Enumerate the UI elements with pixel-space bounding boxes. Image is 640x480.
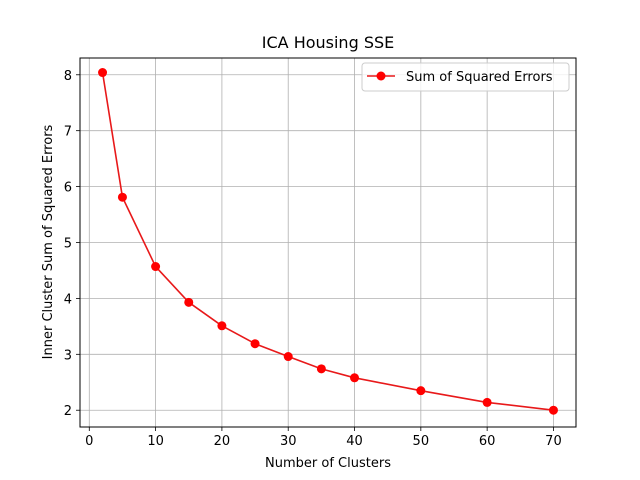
x-tick-label: 50 <box>413 434 430 449</box>
x-tick-label: 20 <box>214 434 231 449</box>
data-point <box>217 321 227 331</box>
y-tick-label: 2 <box>64 404 72 419</box>
plot-area <box>79 57 577 428</box>
legend-marker-swatch <box>376 71 386 81</box>
x-axis-label: Number of Clusters <box>265 456 391 471</box>
x-tick-label: 70 <box>545 434 562 449</box>
legend-entry-label: Sum of Squared Errors <box>406 70 553 85</box>
x-tick-label: 10 <box>147 434 164 449</box>
x-tick-label: 30 <box>280 434 297 449</box>
chart-title: ICA Housing SSE <box>262 33 394 52</box>
series-line <box>101 72 554 412</box>
x-tick-label: 60 <box>479 434 496 449</box>
y-axis: 2 3 4 5 6 7 8 <box>64 69 80 419</box>
y-tick-label: 7 <box>64 125 72 140</box>
grid-lines <box>80 58 576 427</box>
data-point <box>184 297 194 307</box>
data-point <box>98 68 108 78</box>
series-layer <box>98 68 558 415</box>
data-point <box>250 339 260 349</box>
x-axis: 0 10 20 30 40 50 60 70 <box>85 427 562 449</box>
legend: Sum of Squared Errors <box>361 62 570 92</box>
data-point <box>283 352 293 362</box>
data-point <box>548 405 558 415</box>
y-tick-label: 4 <box>64 292 72 307</box>
data-point <box>416 386 426 396</box>
legend-box <box>361 62 570 92</box>
x-tick-label: 40 <box>346 434 363 449</box>
y-tick-label: 5 <box>64 237 72 252</box>
data-point <box>482 397 492 407</box>
data-point <box>350 373 360 383</box>
y-tick-label: 6 <box>64 181 72 196</box>
y-tick-label: 8 <box>64 69 72 84</box>
data-point <box>117 192 127 202</box>
data-point <box>316 364 326 374</box>
y-tick-label: 3 <box>64 348 72 363</box>
x-tick-label: 0 <box>85 434 93 449</box>
y-axis-label: Inner Cluster Sum of Squared Errors <box>41 124 56 359</box>
data-point <box>151 262 161 272</box>
